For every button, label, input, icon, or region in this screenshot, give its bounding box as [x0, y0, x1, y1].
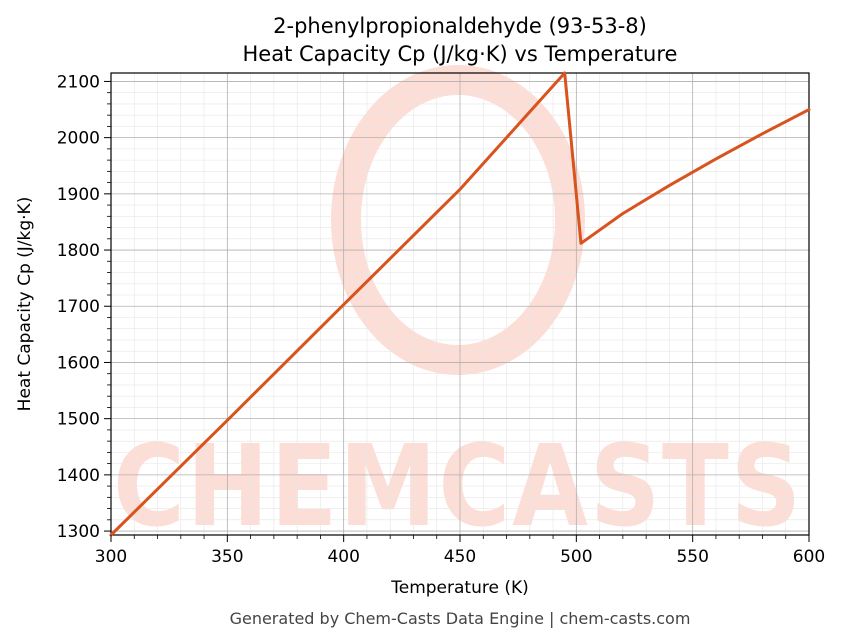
y-tick-label: 1400 — [57, 466, 100, 486]
series-line — [109, 71, 811, 537]
x-tick-label: 300 — [95, 547, 127, 567]
y-tick-label: 1800 — [57, 241, 100, 261]
watermark: CHEMCASTS — [113, 65, 803, 552]
x-tick-label: 550 — [676, 547, 708, 567]
y-tick-label: 1900 — [57, 185, 100, 205]
x-tick-label: 350 — [211, 547, 243, 567]
x-tick-label: 500 — [560, 547, 592, 567]
footer-credit: Generated by Chem-Casts Data Engine | ch… — [230, 609, 691, 628]
x-tick-label: 400 — [327, 547, 359, 567]
x-tick-label: 600 — [793, 547, 825, 567]
chart-title-line2: Heat Capacity Cp (J/kg·K) vs Temperature — [243, 42, 678, 66]
watermark-text: CHEMCASTS — [113, 422, 803, 552]
y-tick-label: 2100 — [57, 72, 100, 92]
y-tick-label: 1700 — [57, 297, 100, 317]
y-axis-label: Heat Capacity Cp (J/kg·K) — [15, 197, 35, 412]
y-tick-label: 1300 — [57, 522, 100, 542]
watermark-ring — [331, 65, 585, 375]
y-tick-label: 1600 — [57, 353, 100, 373]
y-tick-label: 1500 — [57, 410, 100, 430]
x-tick-label: 450 — [444, 547, 476, 567]
chart-title-line1: 2-phenylpropionaldehyde (93-53-8) — [273, 14, 647, 38]
y-tick-label: 2000 — [57, 129, 100, 149]
series-layer — [109, 71, 811, 537]
x-axis-label: Temperature (K) — [390, 578, 529, 598]
ticks-layer: 300 350 400 450 500 550 600 1300 1400 1500 1600 170… — [57, 72, 825, 567]
